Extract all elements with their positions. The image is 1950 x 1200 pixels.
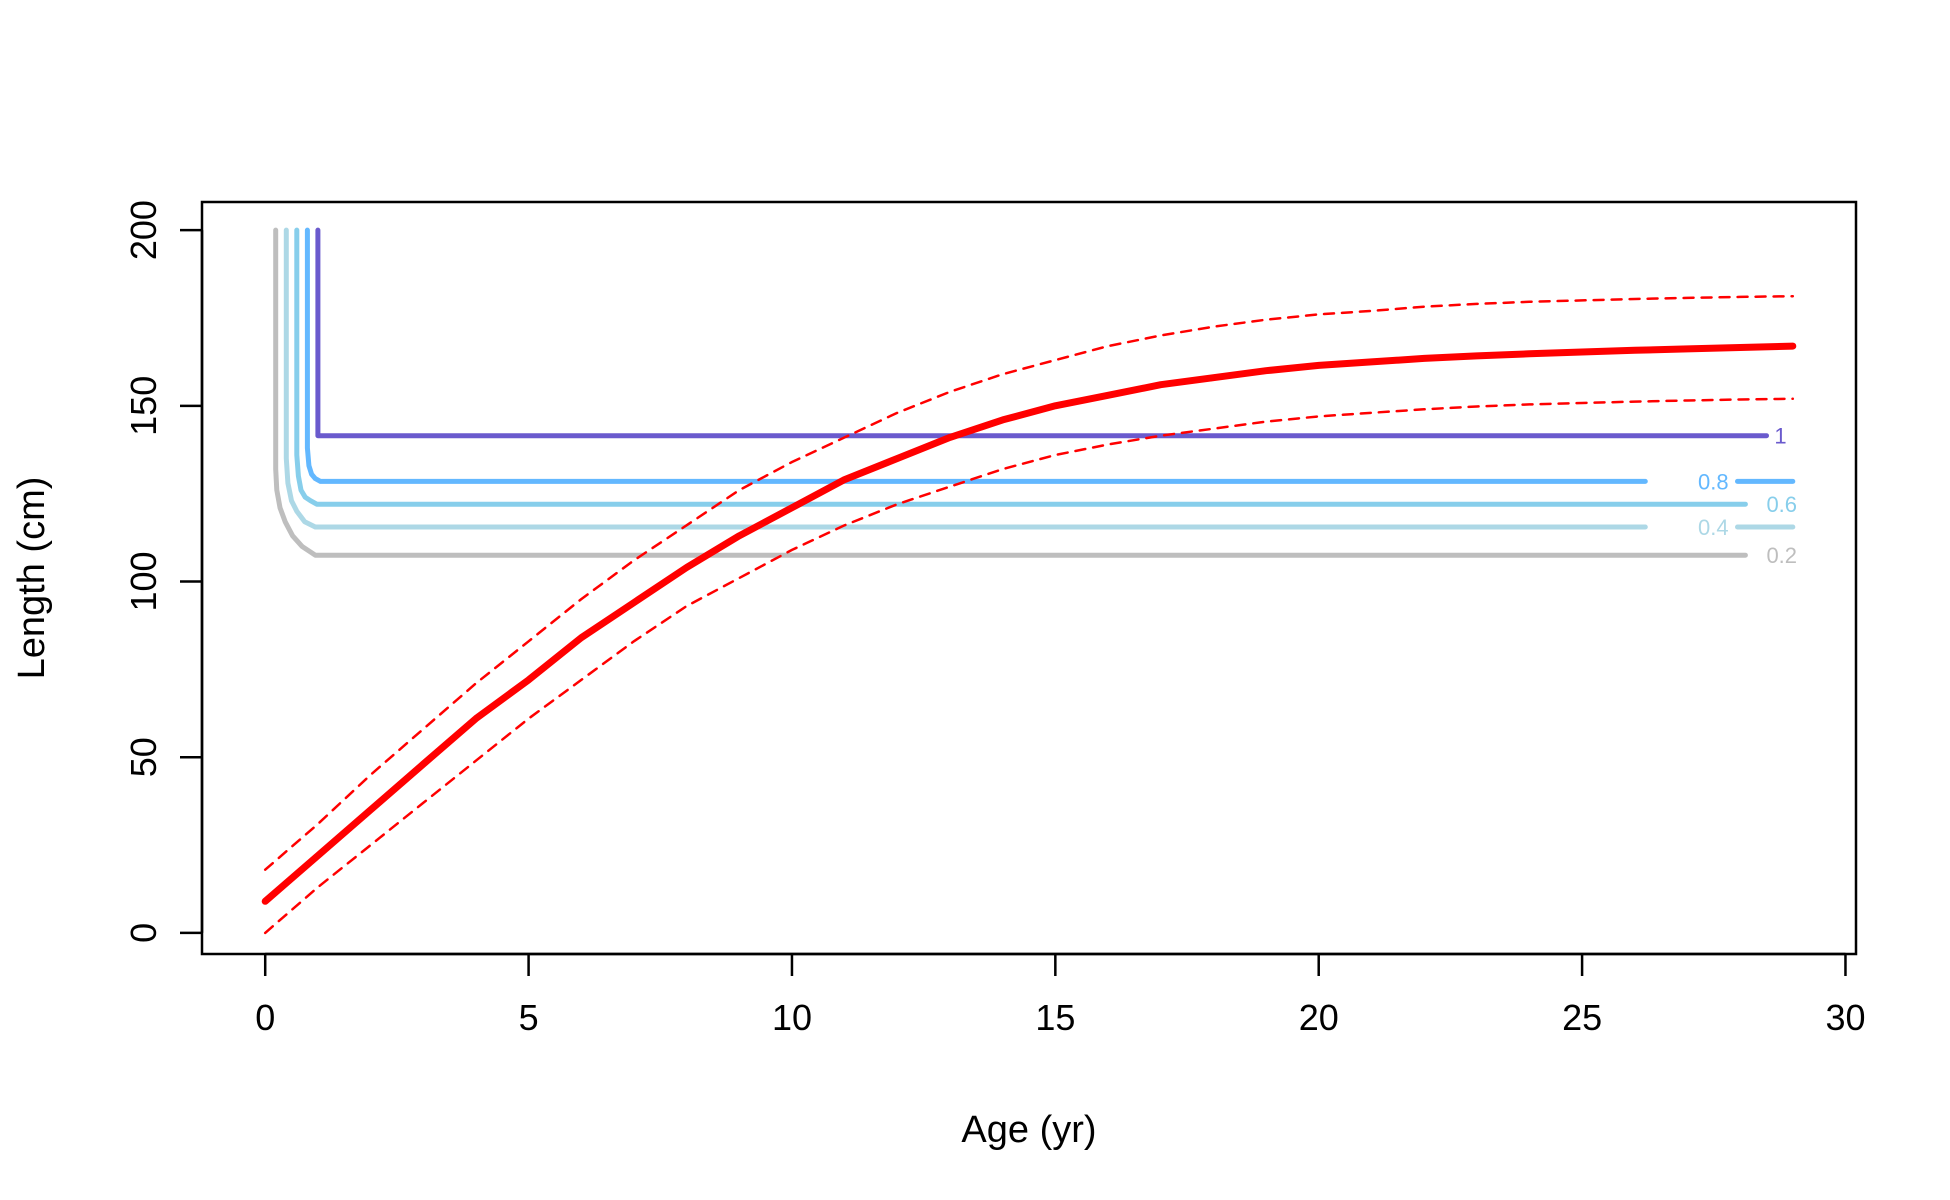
x-tick-label-5: 5 [519, 997, 539, 1038]
y-tick-label-200: 200 [123, 200, 164, 260]
series-growth-upper [263, 294, 1795, 871]
contour-label-0.8: 0.8 [1698, 469, 1729, 494]
y-axis-title: Length (cm) [11, 477, 53, 680]
y-tick-label-150: 150 [123, 376, 164, 436]
series-layer: 0.2 0.4 0.6 0.8 1 [261, 227, 1797, 935]
x-axis-title: Age (yr) [961, 1109, 1096, 1151]
series-growth-mean [261, 342, 1797, 905]
x-tick-label-15: 15 [1035, 997, 1075, 1038]
plot-frame [200, 200, 1858, 956]
y-tick-label-100: 100 [123, 551, 164, 611]
contour-line-0.6 [294, 227, 1748, 507]
x-tick-label-0: 0 [255, 997, 275, 1038]
y-tick-label-0: 0 [123, 923, 164, 943]
contour-line-0.2 [273, 227, 1748, 558]
contour-label-0.6: 0.6 [1766, 492, 1797, 517]
series-growth-lower [263, 397, 1795, 935]
contour-label-0.4: 0.4 [1698, 515, 1729, 540]
contour-line-1 [315, 227, 1769, 439]
y-tick-label-50: 50 [123, 737, 164, 777]
x-tick-label-30: 30 [1825, 997, 1865, 1038]
contour-label-0.2: 0.2 [1766, 543, 1797, 568]
contour-line-0.4 [283, 227, 1648, 530]
x-tick-label-25: 25 [1562, 997, 1602, 1038]
y-axis: 0 50 100 150 200 [123, 200, 204, 943]
x-tick-label-20: 20 [1299, 997, 1339, 1038]
contour-label-1: 1 [1774, 424, 1786, 449]
x-tick-label-10: 10 [772, 997, 812, 1038]
x-axis: 0 5 10 15 20 25 30 [255, 952, 1865, 1038]
contour-line-0.8 [304, 227, 1648, 484]
